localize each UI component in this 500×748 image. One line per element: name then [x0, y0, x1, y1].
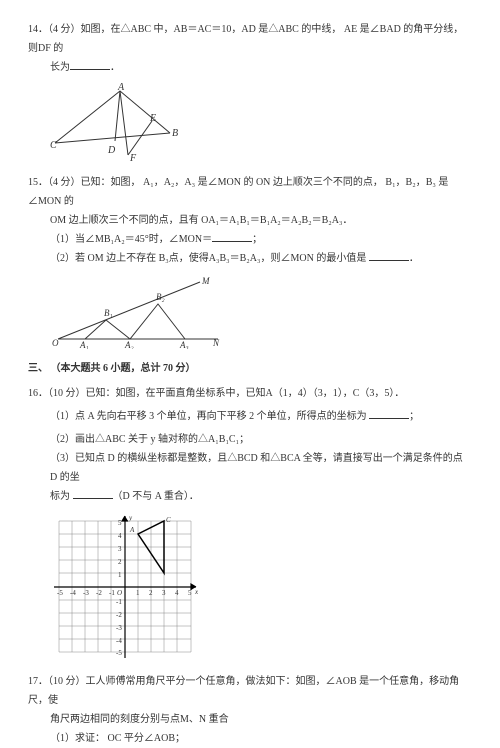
svg-text:2: 2: [118, 558, 122, 566]
lbl-A: A: [117, 83, 125, 93]
svg-text:4: 4: [118, 532, 122, 540]
q17-line2: 角尺两边相同的刻度分别与点M、N 重合: [28, 710, 472, 729]
lbl-A2: A₂: [124, 340, 134, 349]
question-17: 17．（10 分）工人师傅常用角尺平分一个任意角，做法如下：如图，∠AOB 是一…: [28, 672, 472, 748]
q16-sub2: （2）画出△ABC 关于 y 轴对称的△A₁B₁C₁；: [28, 430, 472, 449]
q15-figure: O M N A₁ A₂ A₃ B₁ B₂: [50, 274, 472, 349]
q15-sub1: （1）当∠MB₁A₂＝45°时，∠MON＝；: [28, 230, 472, 249]
svg-text:-5: -5: [57, 589, 63, 597]
q14-blank: [70, 59, 110, 70]
svg-text:-4: -4: [70, 589, 76, 597]
lbl-E: E: [149, 113, 156, 124]
svg-text:2: 2: [149, 589, 153, 597]
q16-t1: 已知：如图，在平面直角坐标系中，已知A（1，4）（3，1），C（3，5）．: [86, 388, 405, 399]
svg-text:C: C: [166, 516, 171, 524]
lbl-B1: B₁: [104, 308, 113, 318]
svg-text:x: x: [194, 588, 199, 596]
q14-line1: 14．（4 分）如图，在△ABC 中，AB＝AC＝10，AD 是△ABC 的中线…: [28, 20, 472, 58]
lbl-B: B: [172, 128, 178, 139]
svg-text:-2: -2: [96, 589, 102, 597]
svg-text:1: 1: [118, 571, 122, 579]
q16-line1: 16．（10 分）已知：如图，在平面直角坐标系中，已知A（1，4）（3，1），C…: [28, 384, 472, 403]
q16-number: 16．: [28, 388, 48, 399]
q16-blank2: [73, 488, 113, 499]
svg-text:3: 3: [162, 589, 166, 597]
svg-text:A: A: [129, 526, 135, 534]
lbl-O: O: [52, 338, 59, 348]
q15-line1: 15．（4 分）已知：如图， A₁，A₂，A₃ 是∠MON 的 ON 边上顺次三…: [28, 173, 472, 211]
lbl-F: F: [129, 153, 137, 163]
q14-t2: 长为: [50, 62, 70, 73]
svg-text:O: O: [117, 589, 122, 597]
q15-t1: 已知：如图， A₁，A₂，A₃ 是∠MON 的 ON 边上顺次三个不同的点， B…: [28, 177, 448, 207]
q17-t1: 工人师傅常用角尺平分一个任意角，做法如下：如图，∠AOB 是一个任意角，移动角尺…: [28, 676, 459, 706]
svg-text:1: 1: [136, 589, 140, 597]
q16-sub1: （1）点 A 先向右平移 3 个单位，再向下平移 2 个单位，所得点的坐标为 ；: [28, 407, 472, 426]
q14-figure: A B C D E F: [50, 83, 472, 163]
question-14: 14．（4 分）如图，在△ABC 中，AB＝AC＝10，AD 是△ABC 的中线…: [28, 20, 472, 163]
svg-text:5: 5: [188, 589, 192, 597]
q15-line2: OM 边上顺次三个不同的点，且有 OA₁＝A₁B₁＝B₁A₂＝A₂B₂＝B₂A₃…: [28, 211, 472, 230]
section-3-title: 三、 （本大题共 6 小题，总计 70 分）: [28, 359, 472, 378]
svg-text:-5: -5: [116, 649, 122, 657]
lbl-A3: A₃: [179, 340, 189, 349]
svg-text:-3: -3: [116, 624, 122, 632]
q15-points: （4 分）: [48, 177, 81, 188]
q16-figure: x y O A C -5-4-3-2-1 12345 54321 -1-2-3-…: [50, 512, 472, 662]
lbl-C: C: [50, 140, 57, 151]
question-15: 15．（4 分）已知：如图， A₁，A₂，A₃ 是∠MON 的 ON 边上顺次三…: [28, 173, 472, 349]
q17-points: （10 分）: [48, 676, 86, 687]
svg-text:-1: -1: [116, 598, 122, 606]
lbl-B2: B₂: [156, 292, 165, 302]
lbl-A1: A₁: [79, 340, 89, 349]
svg-text:-1: -1: [109, 589, 115, 597]
q16-blank1: [369, 408, 409, 419]
svg-text:-2: -2: [116, 611, 122, 619]
q14-number: 14．: [28, 24, 48, 35]
q15-sub2: （2）若 OM 边上不存在 B₃点，使得A₃B₃＝B₂A₃，则∠MON 的最小值…: [28, 249, 472, 268]
svg-text:4: 4: [175, 589, 179, 597]
lbl-D: D: [107, 145, 116, 156]
q17-number: 17．: [28, 676, 48, 687]
svg-text:-4: -4: [116, 637, 122, 645]
q15-number: 15．: [28, 177, 48, 188]
q15-blank1: [212, 231, 252, 242]
q14-points: （4 分）: [48, 24, 81, 35]
lbl-N: N: [212, 338, 220, 348]
q17-line1: 17．（10 分）工人师傅常用角尺平分一个任意角，做法如下：如图，∠AOB 是一…: [28, 672, 472, 710]
svg-text:3: 3: [118, 545, 122, 553]
q14-period: ．: [110, 62, 120, 73]
q16-sub3a: （3）已知点 D 的横纵坐标都是整数，且△BCD 和△BCA 全等，请直接写出一…: [28, 449, 472, 487]
q17-sub1: （1）求证： OC 平分∠AOB；: [28, 729, 472, 748]
lbl-M: M: [201, 276, 210, 286]
question-16: 16．（10 分）已知：如图，在平面直角坐标系中，已知A（1，4）（3，1），C…: [28, 384, 472, 662]
q16-points: （10 分）: [48, 388, 86, 399]
svg-text:5: 5: [118, 519, 122, 527]
svg-text:-3: -3: [83, 589, 89, 597]
q14-t1: 如图，在△ABC 中，AB＝AC＝10，AD 是△ABC 的中线， AE 是∠B…: [28, 24, 463, 54]
q14-line2: 长为 ．: [28, 58, 472, 77]
q15-blank2: [369, 250, 409, 261]
q16-sub3b: 标为 （D 不与 A 重合）．: [28, 487, 472, 506]
